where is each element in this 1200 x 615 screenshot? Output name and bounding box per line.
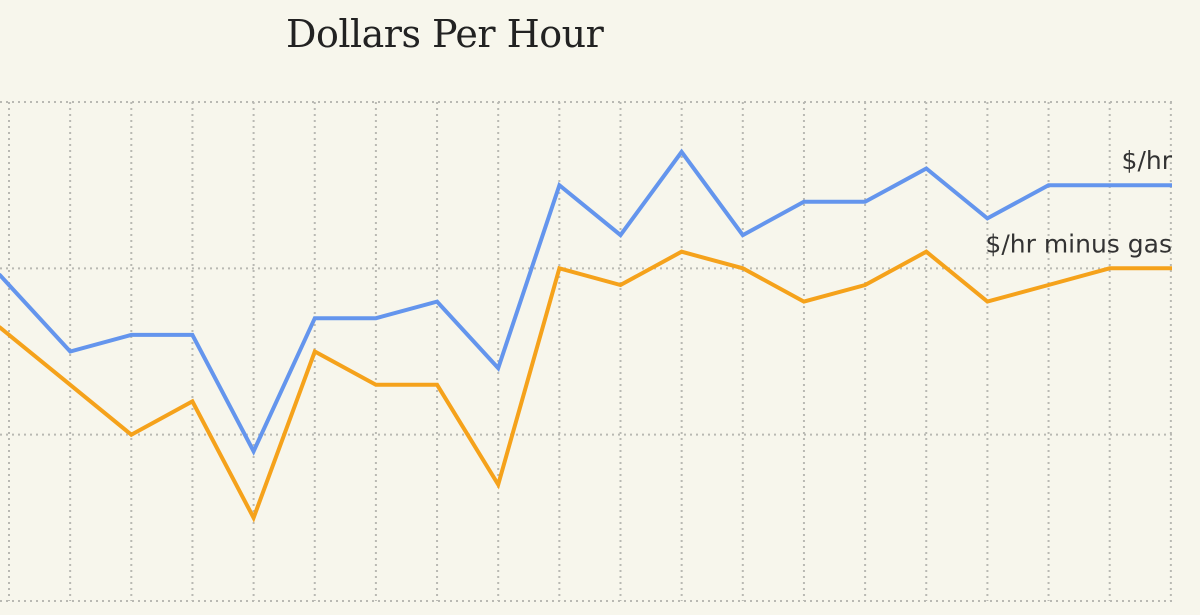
series-line [7,249,1172,523]
chart-title: Dollars Per Hour [286,12,604,56]
series-label: $/hr minus gas [985,229,1172,258]
grid [0,101,1172,602]
series-label: $/hr [1122,146,1173,175]
series-lines [0,148,1172,523]
series-line-lead [0,325,11,337]
series-line [7,148,1172,456]
series-line-lead [0,273,11,287]
series-labels: $/hr $/hr minus gas [985,146,1172,258]
